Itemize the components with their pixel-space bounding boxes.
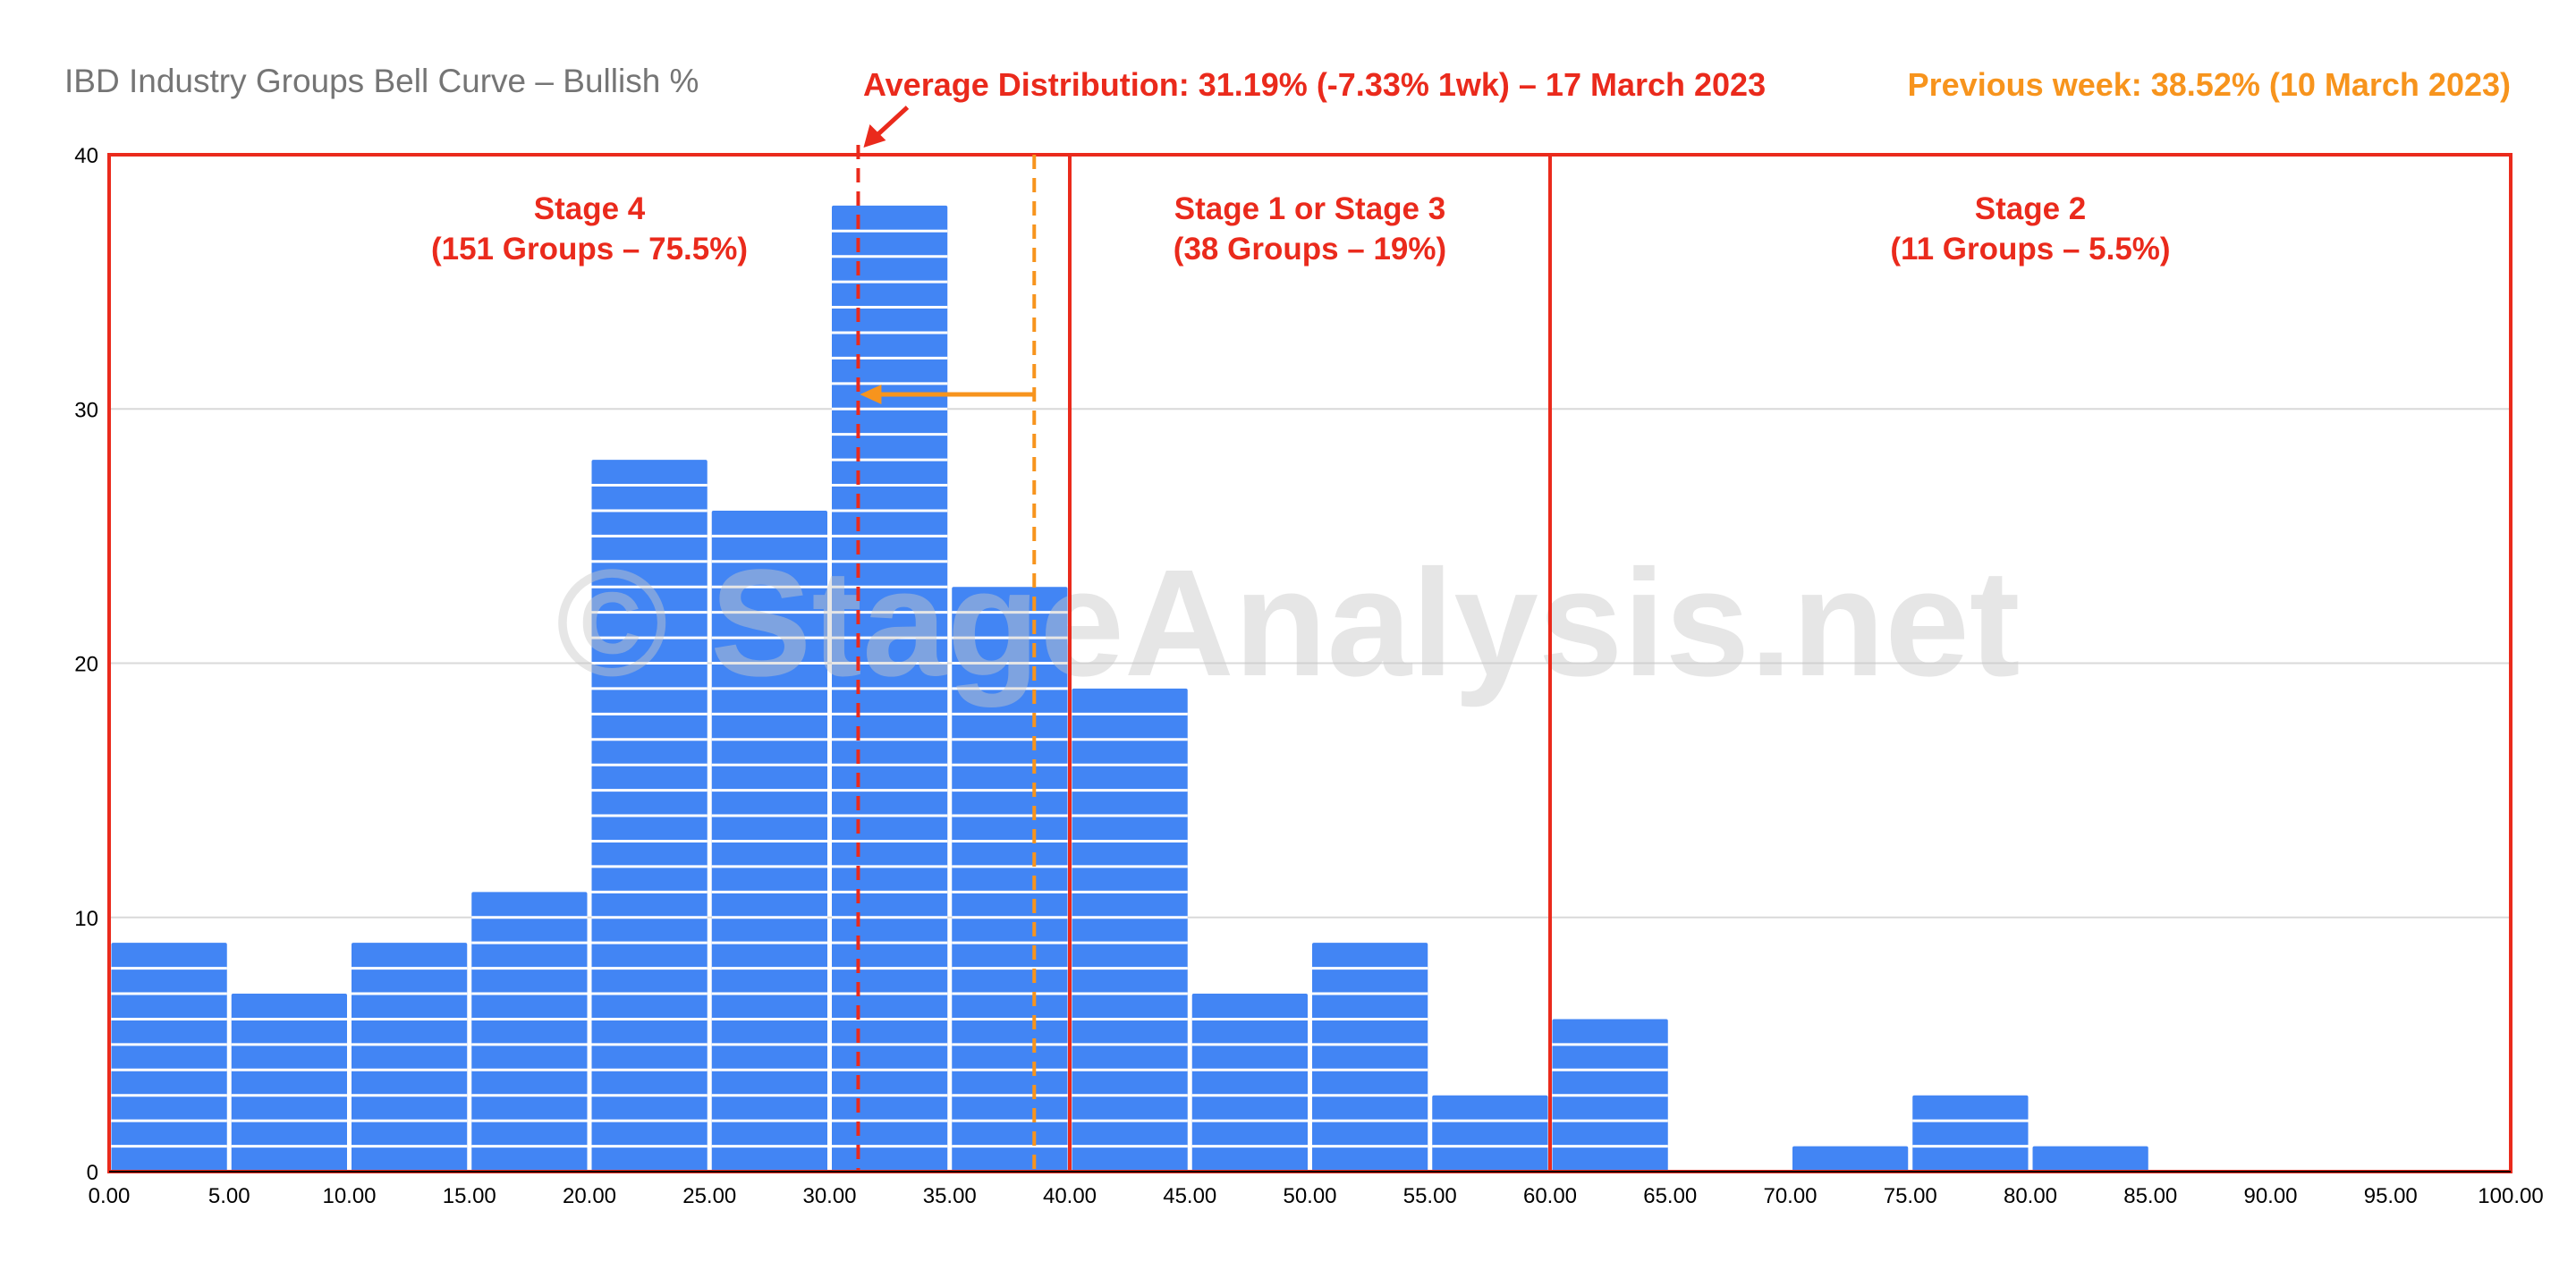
histogram-bar [1912, 1095, 2029, 1172]
annotation-layer: IBD Industry Groups Bell Curve – Bullish… [64, 63, 2511, 267]
histogram-bar [111, 943, 227, 1172]
histogram-bar [1072, 688, 1188, 1172]
average-distribution-label: Average Distribution: 31.19% (-7.33% 1wk… [863, 66, 1766, 103]
histogram-bar [952, 587, 1068, 1172]
x-tick-label: 100.00 [2478, 1184, 2543, 1208]
x-tick-label: 45.00 [1163, 1184, 1216, 1208]
stage-sublabel: (151 Groups – 75.5%) [431, 232, 748, 267]
x-tick-label: 15.00 [443, 1184, 496, 1208]
y-tick-label: 10 [74, 907, 98, 931]
y-tick-label: 30 [74, 398, 98, 422]
x-tick-label: 70.00 [1763, 1184, 1817, 1208]
x-tick-label: 35.00 [923, 1184, 977, 1208]
x-tick-label: 40.00 [1043, 1184, 1097, 1208]
axis-layer: 0 10 20 30 40 0.00 5.00 10.00 15.00 20.00 25.00 30.… [74, 144, 2543, 1208]
histogram-bar [1191, 994, 1308, 1172]
histogram-bar [1792, 1146, 1909, 1172]
change-arrow-head [860, 385, 882, 404]
histogram-bar [352, 943, 468, 1172]
x-tick-label: 0.00 [89, 1184, 131, 1208]
average-pointer-arrow-head [863, 124, 886, 148]
histogram-bar [2032, 1146, 2148, 1172]
y-tick-label: 0 [87, 1161, 98, 1185]
y-tick-label: 20 [74, 653, 98, 677]
x-tick-label: 85.00 [2123, 1184, 2177, 1208]
histogram-bar [1312, 943, 1428, 1172]
histogram-bar [231, 994, 347, 1172]
x-tick-label: 20.00 [563, 1184, 616, 1208]
stage-label: Stage 2 [1975, 191, 2087, 226]
x-tick-label: 5.00 [208, 1184, 250, 1208]
distribution-lines-layer [856, 106, 1037, 1172]
stage-sublabel: (38 Groups – 19%) [1174, 232, 1446, 267]
chart-title: IBD Industry Groups Bell Curve – Bullish… [64, 63, 699, 99]
x-tick-label: 60.00 [1523, 1184, 1577, 1208]
grid-layer [109, 154, 2511, 919]
stage-sublabel: (11 Groups – 5.5%) [1890, 232, 2170, 267]
watermark: © StageAnalysis.net [556, 538, 2021, 708]
average-pointer-arrow-shaft [872, 106, 910, 140]
x-tick-label: 75.00 [1884, 1184, 1937, 1208]
x-tick-label: 90.00 [2243, 1184, 2297, 1208]
x-tick-label: 10.00 [322, 1184, 376, 1208]
x-tick-label: 65.00 [1643, 1184, 1697, 1208]
x-tick-label: 95.00 [2364, 1184, 2418, 1208]
x-tick-label: 80.00 [2004, 1184, 2057, 1208]
x-tick-label: 25.00 [682, 1184, 736, 1208]
histogram-bar [1432, 1095, 1548, 1172]
x-tick-label: 55.00 [1403, 1184, 1457, 1208]
previous-week-label: Previous week: 38.52% (10 March 2023) [1908, 66, 2511, 103]
x-tick-label: 50.00 [1283, 1184, 1336, 1208]
y-tick-label: 40 [74, 144, 98, 168]
stage-label: Stage 4 [534, 191, 646, 226]
histogram-bar [471, 892, 588, 1172]
stage-label: Stage 1 or Stage 3 [1174, 191, 1445, 226]
x-tick-label: 30.00 [802, 1184, 856, 1208]
bars-layer [111, 205, 2148, 1173]
